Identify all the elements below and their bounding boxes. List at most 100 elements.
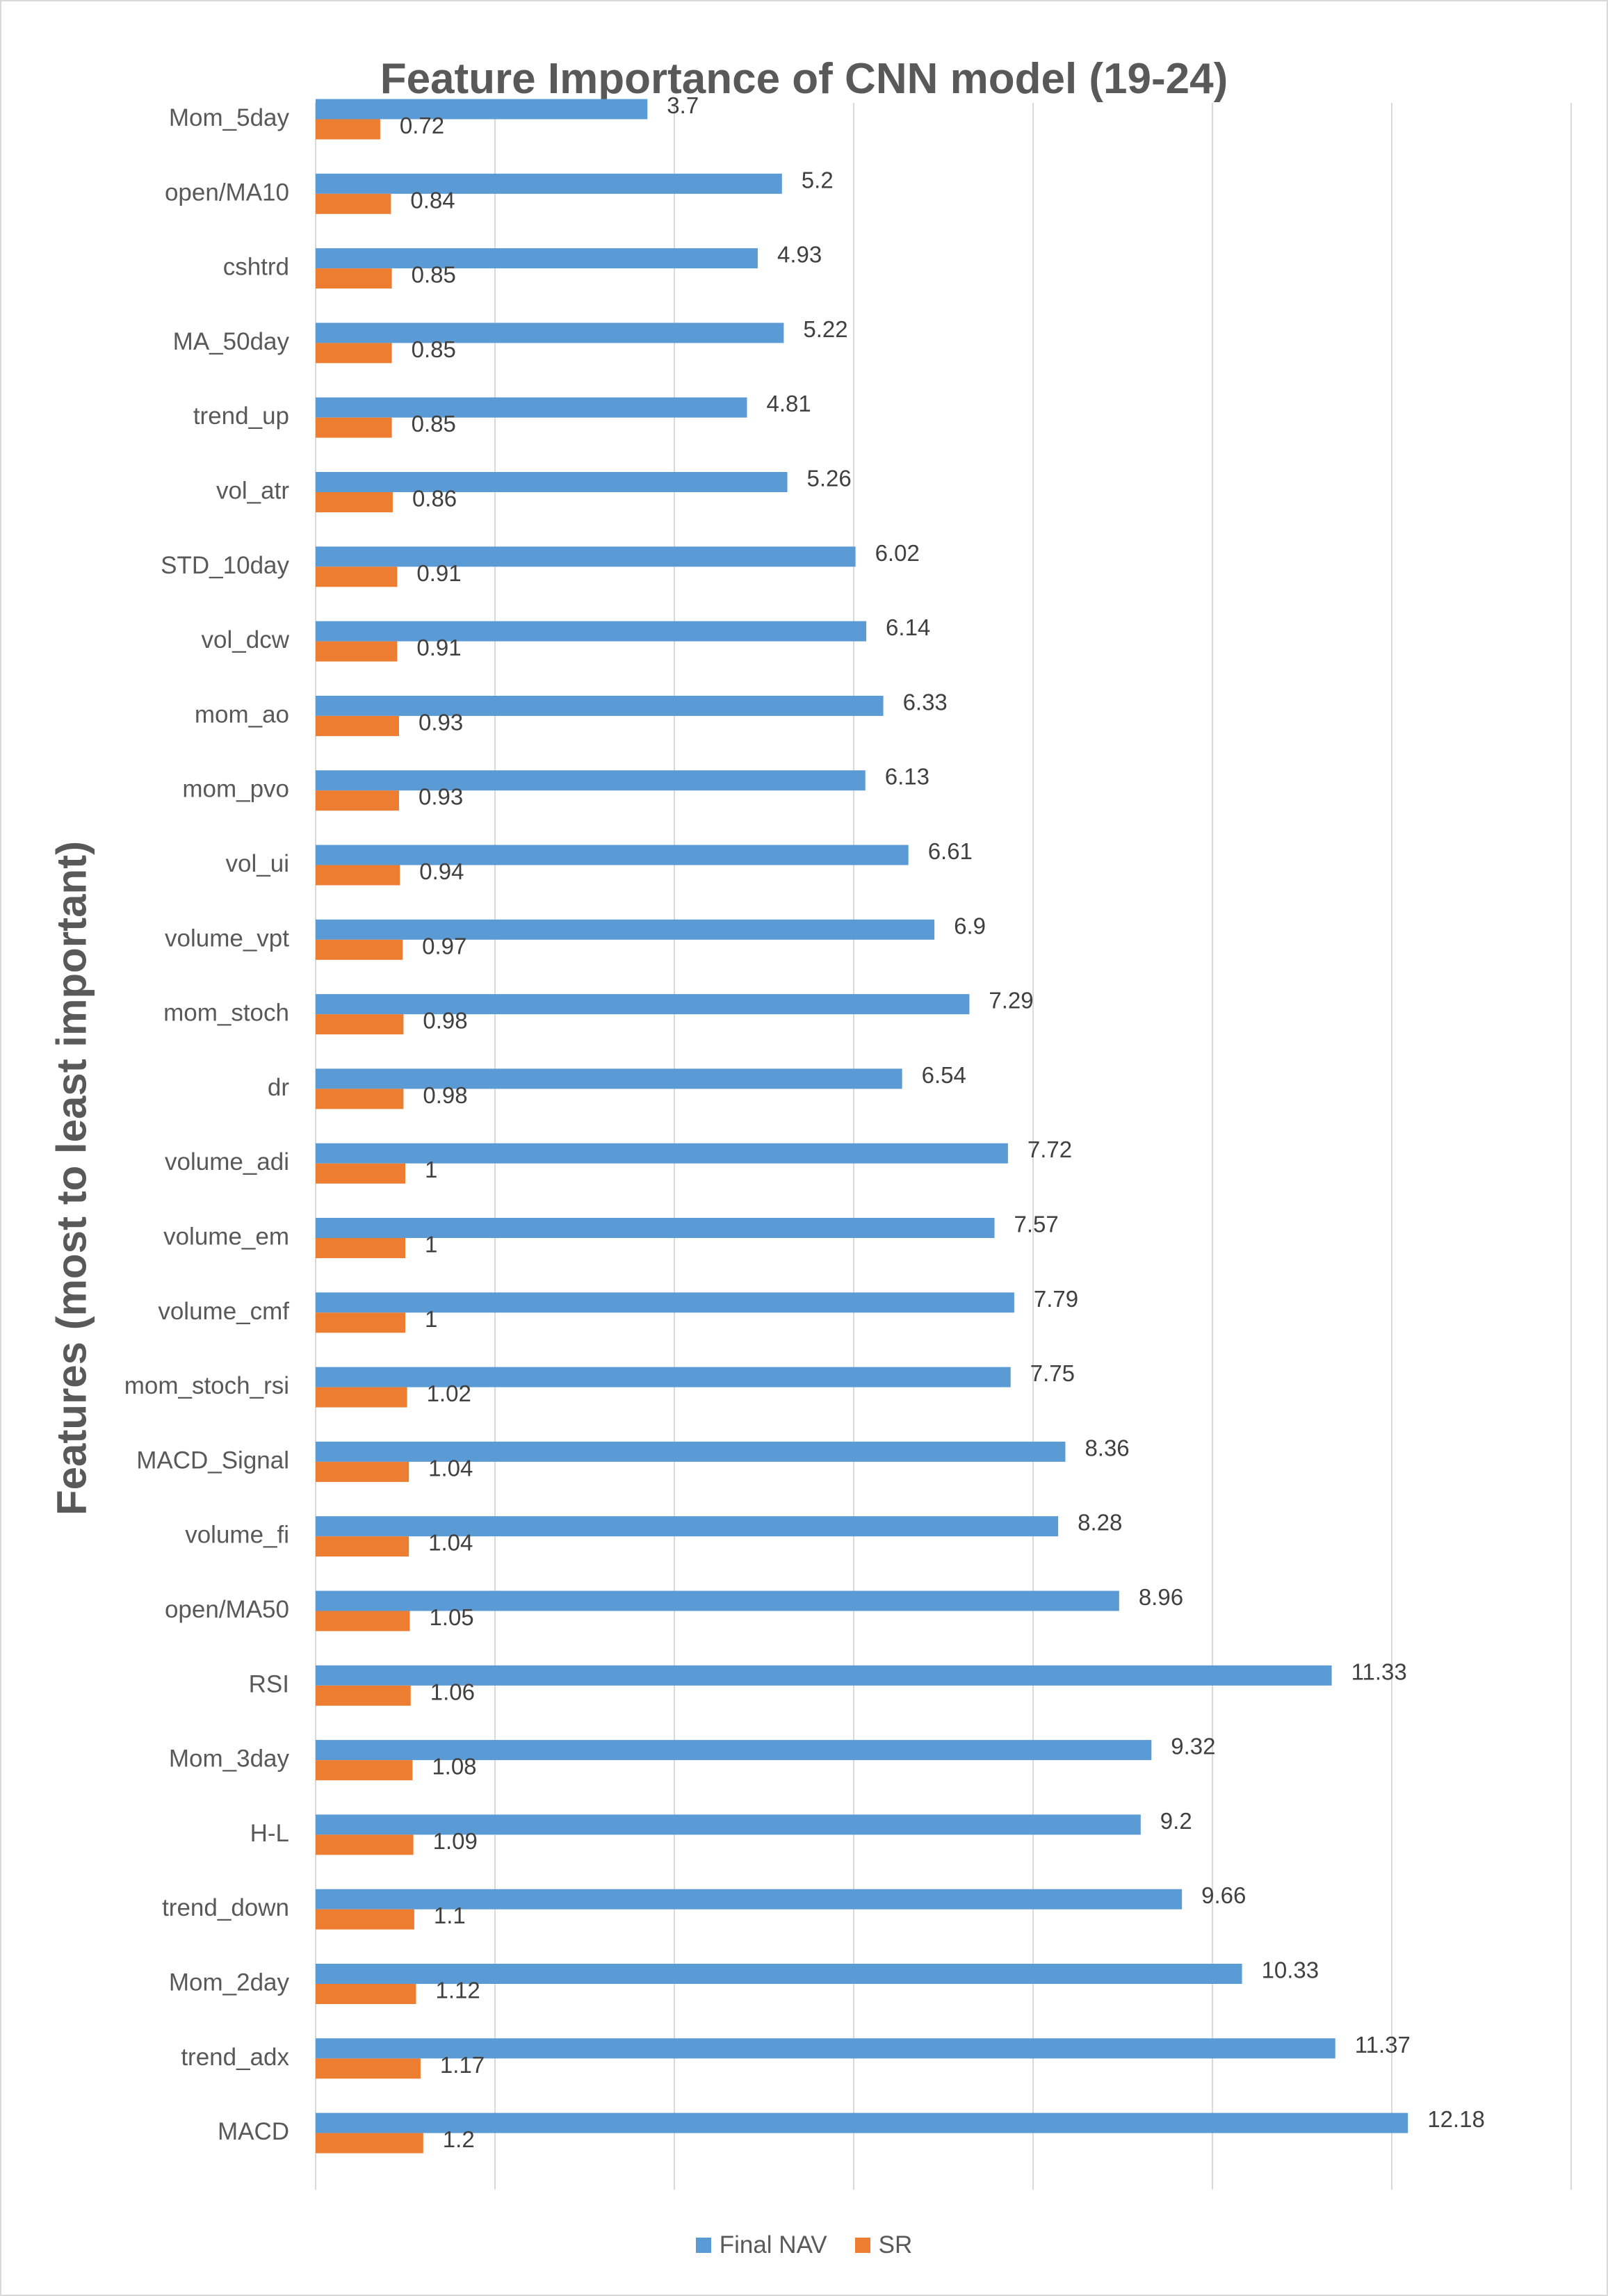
category-label: mom_pvo: [182, 776, 289, 803]
category-label: mom_stoch_rsi: [124, 1372, 289, 1399]
bar-final-nav: [316, 1441, 1066, 1462]
data-label-final-nav: 7.79: [1034, 1286, 1078, 1312]
category-label: mom_ao: [195, 701, 289, 728]
data-label-sr: 0.98: [423, 1008, 467, 1034]
bar-sr: [316, 1611, 410, 1631]
data-label-sr: 0.85: [412, 336, 456, 362]
data-label-final-nav: 3.7: [667, 92, 699, 118]
data-label-final-nav: 6.33: [903, 689, 948, 715]
bar-sr: [316, 1984, 416, 2004]
bar-final-nav: [316, 1590, 1119, 1611]
legend-item-final-nav: Final NAV: [695, 2231, 827, 2259]
legend-label-final-nav: Final NAV: [719, 2231, 827, 2258]
bar-sr: [316, 1014, 404, 1035]
data-label-sr: 1.06: [430, 1679, 475, 1704]
data-label-sr: 1.04: [428, 1530, 473, 1556]
bar-final-nav: [316, 1964, 1242, 1984]
bar-final-nav: [316, 2038, 1335, 2059]
bar-sr: [316, 1909, 414, 1930]
data-label-sr: 1.09: [433, 1828, 478, 1854]
category-label: cshtrd: [223, 254, 289, 281]
legend-item-sr: SR: [854, 2231, 913, 2259]
category-label: mom_stoch: [163, 1000, 289, 1027]
data-label-final-nav: 5.2: [802, 167, 834, 193]
bar-final-nav: [316, 99, 648, 120]
bar-sr: [316, 1760, 413, 1781]
data-label-final-nav: 4.81: [766, 391, 811, 416]
data-label-final-nav: 6.02: [875, 540, 920, 566]
labels: Mom_5day 3.7 0.72 open/MA10 5.2 0.84 cshtrd 4.9…: [124, 92, 1485, 2152]
bar-sr: [316, 417, 392, 438]
legend-label-sr: SR: [878, 2231, 913, 2258]
category-label: Mom_3day: [169, 1745, 290, 1773]
bar-final-nav: [316, 1889, 1183, 1910]
legend-swatch-final-nav: [695, 2238, 711, 2253]
data-label-sr: 1: [425, 1306, 437, 1332]
data-label-sr: 0.85: [412, 411, 456, 437]
legend: Final NAV SR: [0, 2231, 1608, 2259]
category-label: volume_em: [163, 1223, 289, 1251]
category-label: MACD: [218, 2118, 289, 2145]
data-label-sr: 1: [425, 1232, 437, 1257]
category-label: open/MA10: [165, 179, 289, 206]
bar-final-nav: [316, 770, 866, 791]
data-label-final-nav: 7.57: [1014, 1212, 1059, 1237]
data-label-sr: 0.84: [410, 187, 455, 213]
data-label-final-nav: 4.93: [777, 242, 822, 268]
bar-final-nav: [316, 397, 747, 418]
data-label-sr: 0.91: [416, 635, 461, 660]
bar-sr: [316, 1685, 411, 1706]
bar-sr: [316, 2058, 421, 2079]
bar-sr: [316, 790, 399, 811]
bar-final-nav: [316, 695, 884, 716]
category-label: Mom_2day: [169, 1969, 290, 1996]
bar-final-nav: [316, 1143, 1008, 1164]
bar-sr: [316, 343, 392, 364]
data-label-sr: 0.93: [419, 784, 463, 810]
bar-sr: [316, 1238, 405, 1258]
data-label-final-nav: 6.14: [886, 614, 930, 640]
data-label-sr: 1.17: [440, 2052, 485, 2078]
bar-final-nav: [316, 919, 935, 940]
data-label-sr: 0.85: [412, 262, 456, 288]
data-label-final-nav: 7.75: [1030, 1360, 1075, 1386]
bar-final-nav: [316, 1665, 1332, 1686]
bar-sr: [316, 1312, 405, 1333]
category-label: vol_dcw: [202, 626, 290, 653]
category-label: dr: [268, 1074, 289, 1101]
bar-sr: [316, 193, 391, 214]
bar-sr: [316, 119, 380, 140]
bar-final-nav: [316, 1367, 1011, 1387]
data-label-sr: 0.86: [412, 486, 457, 512]
data-label-final-nav: 9.66: [1201, 1882, 1246, 1908]
chart-title: Feature Importance of CNN model (19-24): [380, 55, 1228, 103]
bar-final-nav: [316, 472, 788, 492]
bar-final-nav: [316, 1068, 902, 1089]
data-label-sr: 1: [425, 1157, 437, 1182]
data-label-sr: 0.94: [419, 858, 464, 884]
bar-final-nav: [316, 323, 784, 343]
data-label-final-nav: 8.36: [1085, 1435, 1129, 1460]
bar-sr: [316, 567, 398, 587]
bar-sr: [316, 1461, 409, 1482]
category-label: MA_50day: [173, 328, 290, 355]
category-label: volume_vpt: [165, 925, 289, 952]
data-label-final-nav: 9.32: [1171, 1734, 1215, 1759]
data-label-final-nav: 6.9: [954, 913, 986, 938]
data-label-sr: 0.98: [423, 1082, 467, 1108]
bar-final-nav: [316, 621, 867, 642]
bars: [316, 99, 1408, 2153]
bar-sr: [316, 1163, 405, 1184]
data-label-sr: 1.08: [432, 1754, 476, 1780]
data-label-final-nav: 9.2: [1160, 1808, 1192, 1834]
bar-sr: [316, 939, 403, 960]
data-label-final-nav: 8.96: [1139, 1584, 1183, 1610]
bar-sr: [316, 1089, 404, 1109]
bar-sr: [316, 865, 400, 886]
data-label-sr: 0.91: [416, 560, 461, 586]
category-label: vol_atr: [216, 478, 289, 505]
bar-final-nav: [316, 1292, 1014, 1313]
bar-sr: [316, 1834, 414, 1855]
bar-final-nav: [316, 1740, 1152, 1761]
category-label: STD_10day: [161, 552, 289, 579]
